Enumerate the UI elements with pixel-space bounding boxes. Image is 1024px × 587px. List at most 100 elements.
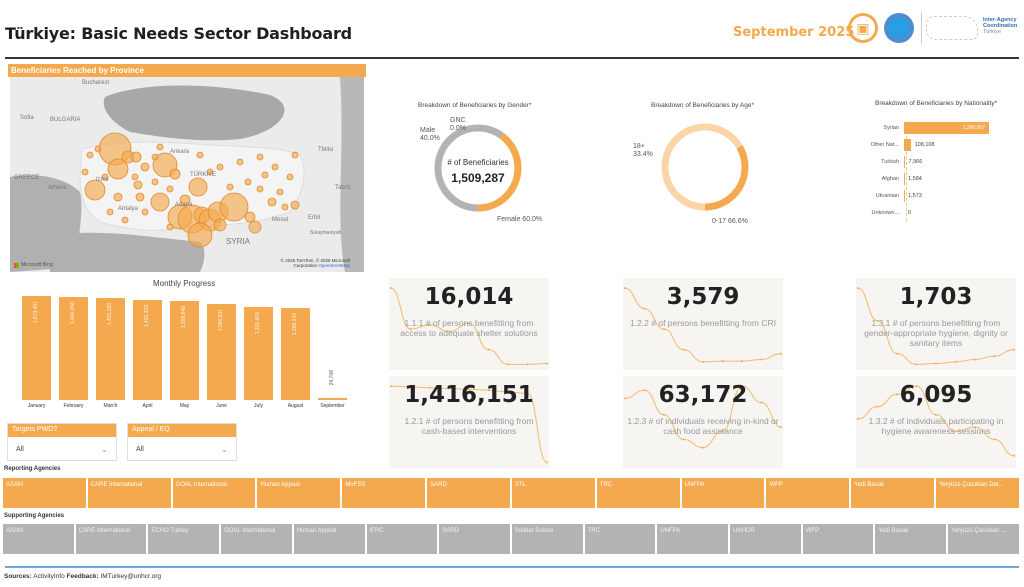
month-tick-label: July bbox=[254, 403, 263, 409]
agency-tile[interactable]: Yeryüzü Çocukları ... bbox=[948, 524, 1019, 554]
monthly-bar[interactable] bbox=[207, 303, 236, 400]
monthly-bar[interactable] bbox=[244, 306, 273, 400]
kpi-sparkline bbox=[857, 385, 1015, 457]
monthly-bar[interactable] bbox=[59, 296, 88, 400]
province-map-panel: Beneficiaries Reached by Province Buchar… bbox=[8, 64, 366, 272]
agency-tile[interactable]: TRC bbox=[584, 524, 656, 554]
agency-tile[interactable]: GOAL International bbox=[172, 478, 256, 508]
header-divider bbox=[5, 57, 1019, 59]
slicer-title: Targets PWD? bbox=[8, 424, 116, 437]
nationality-bar[interactable] bbox=[904, 139, 911, 151]
supporting-agencies-list: ASAM CARE International ECHO Turkey GOAL In… bbox=[3, 524, 1019, 554]
gender-donut[interactable] bbox=[428, 116, 528, 220]
agency-tile[interactable]: UNHCR bbox=[730, 524, 801, 554]
map-label: Izmir bbox=[96, 177, 109, 183]
kpi-description: 1.3.2 # of individuals participating in … bbox=[868, 416, 1004, 436]
sparkline-point bbox=[915, 363, 918, 366]
agency-tile[interactable]: Yeryüzü Çocukları Der... bbox=[936, 478, 1019, 508]
province-bubble bbox=[219, 192, 249, 222]
slicer-dropdown[interactable]: All ⌄ bbox=[128, 437, 236, 461]
province-bubble bbox=[187, 222, 213, 248]
bing-logo: Microsoft Bing bbox=[14, 262, 53, 268]
monthly-bar-label: 1,321,504 bbox=[255, 311, 261, 334]
donut-center-label: # of Beneficiaries bbox=[447, 158, 509, 167]
province-bubble bbox=[281, 203, 289, 211]
monthly-bar[interactable] bbox=[96, 297, 125, 400]
age-chart-title: Breakdown of Beneficiaries by Age* bbox=[651, 102, 754, 109]
agency-tile[interactable]: Human Appeal bbox=[293, 524, 365, 554]
province-map[interactable]: Bucharest Sofia BULGARIA GREECE Athens I… bbox=[10, 77, 364, 272]
gender-label-gnc: GNC 0.0% bbox=[450, 117, 466, 132]
agency-tile[interactable]: WFP bbox=[802, 524, 874, 554]
province-bubble bbox=[216, 163, 224, 171]
feedback-email[interactable]: IMTurkey@unhcr.org bbox=[100, 573, 162, 580]
sparkline-point bbox=[760, 358, 763, 361]
iac-logo-text: Inter-Agency Coordination Türkiye bbox=[983, 17, 1017, 35]
donut-segment-female bbox=[434, 124, 522, 212]
monthly-bar[interactable] bbox=[318, 398, 347, 400]
month-tick-label: February bbox=[63, 403, 84, 409]
agency-tile[interactable]: Yedi Basak bbox=[875, 524, 947, 554]
microsoft-logo-icon bbox=[14, 262, 19, 268]
monthly-bar-label: 1,473,451 bbox=[33, 301, 39, 324]
nationality-axis bbox=[906, 121, 907, 221]
monthly-bar[interactable] bbox=[281, 308, 310, 400]
agency-tile[interactable]: CARE International bbox=[75, 524, 147, 554]
province-bubble bbox=[290, 200, 300, 210]
agency-tile[interactable]: ASAM bbox=[3, 524, 74, 554]
slicer-dropdown[interactable]: All ⌄ bbox=[8, 437, 116, 461]
slicer-value: All bbox=[136, 445, 144, 453]
sparkline-point bbox=[993, 438, 996, 441]
agency-tile[interactable]: Yedi Basak bbox=[851, 478, 935, 508]
nationality-value: 1,584 bbox=[908, 176, 922, 182]
agency-tile[interactable]: ECHO Turkey bbox=[148, 524, 220, 554]
province-bubble bbox=[169, 168, 181, 180]
nationality-row[interactable]: Unknown... 0 bbox=[844, 206, 911, 220]
sparkline-point bbox=[409, 385, 412, 388]
nationality-value: 7,966 bbox=[908, 159, 923, 165]
map-canvas[interactable] bbox=[10, 77, 364, 272]
slicer-appeal-eq[interactable]: Appeal / EQ All ⌄ bbox=[127, 423, 237, 461]
agency-tile[interactable]: MoFSS bbox=[342, 478, 426, 508]
agency-tile[interactable]: IFRC bbox=[366, 524, 438, 554]
kpi-sparkline bbox=[390, 287, 548, 366]
chevron-down-icon[interactable]: ⌄ bbox=[221, 444, 228, 454]
agency-tile[interactable]: SARD bbox=[427, 478, 510, 508]
turkiye-map-logo-icon bbox=[926, 16, 978, 40]
nationality-row[interactable]: Ukrainian 1,573 bbox=[844, 189, 922, 203]
sparkline-point bbox=[429, 324, 431, 326]
agency-tile[interactable]: ASAM bbox=[3, 478, 86, 508]
sparkline-point bbox=[526, 392, 529, 395]
agency-tile[interactable]: UNFPA bbox=[681, 478, 765, 508]
nationality-bar[interactable]: 1,390,057 bbox=[904, 122, 989, 134]
agency-tile[interactable]: SARD bbox=[439, 524, 510, 554]
nationality-row[interactable]: Turkish 7,966 bbox=[844, 155, 922, 169]
osm-link[interactable]: OpenStreetMap bbox=[318, 263, 350, 268]
sparkline-point bbox=[624, 287, 626, 290]
agency-tile[interactable]: Solidar Suisse bbox=[511, 524, 583, 554]
kpi-description: 1.3.1 # of persons benefitting from gend… bbox=[864, 318, 1008, 348]
agency-tile[interactable]: GOAL International bbox=[221, 524, 292, 554]
monthly-bar[interactable] bbox=[22, 296, 51, 400]
chevron-down-icon[interactable]: ⌄ bbox=[101, 444, 108, 454]
slicer-targets-pwd[interactable]: Targets PWD? All ⌄ bbox=[7, 423, 117, 461]
kpi-description: 1.2.3 # of individuals receiving in-kind… bbox=[627, 416, 779, 436]
age-donut[interactable] bbox=[660, 117, 750, 217]
province-bubble bbox=[107, 158, 129, 180]
map-label: Athens bbox=[48, 185, 67, 191]
monthly-bar[interactable] bbox=[133, 299, 162, 400]
map-label: Erbil bbox=[308, 215, 321, 221]
agency-tile[interactable]: Human Appeal bbox=[257, 478, 341, 508]
nationality-row[interactable]: Other Nat... 108,108 bbox=[844, 138, 935, 152]
province-bubble bbox=[150, 192, 170, 212]
map-label: Adana bbox=[175, 202, 193, 208]
nationality-row[interactable]: Afghan 1,584 bbox=[844, 172, 922, 186]
agency-tile[interactable]: TRC bbox=[596, 478, 680, 508]
agency-tile[interactable]: WFP bbox=[766, 478, 850, 508]
nationality-row[interactable]: Syrian 1,390,057 bbox=[844, 121, 989, 135]
monthly-bar[interactable] bbox=[170, 301, 199, 400]
agency-tile[interactable]: STL bbox=[511, 478, 595, 508]
agency-tile[interactable]: UNFPA bbox=[657, 524, 729, 554]
agency-tile[interactable]: CARE International bbox=[87, 478, 171, 508]
black-sea bbox=[103, 85, 285, 141]
